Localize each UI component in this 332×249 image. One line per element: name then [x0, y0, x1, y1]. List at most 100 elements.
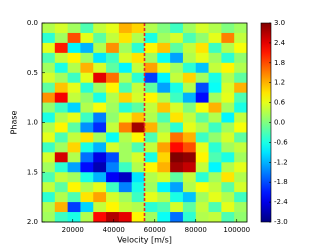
- heatmap-cell: [144, 102, 158, 113]
- heatmap-cell: [195, 152, 209, 163]
- heatmap-cell: [80, 142, 94, 153]
- heatmap-cell: [93, 202, 107, 213]
- heatmap-cell: [80, 102, 94, 113]
- heatmap-cell: [234, 192, 248, 203]
- heatmap-cell: [93, 42, 107, 54]
- heatmap-cell: [170, 102, 184, 113]
- heatmap-cell: [170, 72, 184, 84]
- heatmap-cell: [221, 182, 235, 193]
- heatmap-cell: [157, 152, 171, 163]
- heatmap-cell: [106, 72, 120, 84]
- heatmap-cell: [157, 172, 171, 183]
- heatmap-cell: [93, 142, 107, 153]
- heatmap-cell: [106, 32, 120, 44]
- heatmap-cell: [80, 192, 94, 203]
- heatmap-cell: [54, 82, 69, 94]
- heatmap-cell: [93, 172, 107, 183]
- heatmap-cell: [42, 102, 56, 113]
- heatmap-cell: [234, 42, 248, 54]
- heatmap-cell: [208, 62, 222, 74]
- heatmap-cell: [54, 42, 69, 54]
- heatmap-cell: [42, 112, 56, 123]
- colorbar-tick-label: 2.4: [274, 39, 286, 47]
- heatmap-cell: [144, 82, 158, 94]
- heatmap-cell: [118, 32, 133, 44]
- heatmap-cell: [80, 112, 94, 123]
- heatmap-cell: [195, 62, 209, 74]
- heatmap-cell: [144, 212, 158, 223]
- heatmap-cell: [118, 112, 133, 123]
- heatmap-cell: [106, 172, 120, 183]
- heatmap-cell: [118, 62, 133, 74]
- heatmap-cell: [195, 172, 209, 183]
- heatmap-cell: [234, 92, 248, 103]
- heatmap-cell: [195, 42, 209, 54]
- heatmap-cell: [131, 92, 145, 103]
- heatmap-cell: [67, 92, 81, 103]
- heatmap-cell: [208, 202, 222, 213]
- heatmap-cell: [67, 202, 81, 213]
- heatmap-cell: [42, 82, 56, 94]
- heatmap-cell: [42, 32, 56, 44]
- heatmap-cell: [67, 32, 81, 44]
- heatmap-cell: [144, 72, 158, 84]
- heatmap-cell: [93, 102, 107, 113]
- heatmap-cell: [221, 132, 235, 143]
- heatmap-cell: [106, 142, 120, 153]
- heatmap-cell: [144, 23, 158, 34]
- heatmap-cell: [157, 42, 171, 54]
- heatmap-cell: [131, 152, 145, 163]
- heatmap-cell: [195, 112, 209, 123]
- heatmap-cell: [131, 23, 145, 34]
- heatmap-cell: [131, 162, 145, 173]
- heatmap-cell: [234, 182, 248, 193]
- heatmap-cell: [67, 142, 81, 153]
- heatmap-cell: [80, 32, 94, 44]
- heatmap-cell: [157, 32, 171, 44]
- heatmap-cell: [54, 172, 69, 183]
- heatmap-cell: [131, 142, 145, 153]
- heatmap-cell: [157, 92, 171, 103]
- heatmap-cell: [42, 192, 56, 203]
- heatmap-cell: [93, 23, 107, 34]
- heatmap-cell: [93, 122, 107, 133]
- heatmap-cell: [170, 82, 184, 94]
- heatmap-cell: [67, 102, 81, 113]
- heatmap-cell: [221, 72, 235, 84]
- heatmap-cell: [54, 142, 69, 153]
- heatmap-cell: [93, 132, 107, 143]
- heatmap-cell: [182, 122, 197, 133]
- heatmap-cell: [234, 212, 248, 223]
- heatmap-cell: [221, 102, 235, 113]
- heatmap-cell: [182, 92, 197, 103]
- heatmap-cell: [144, 152, 158, 163]
- heatmap-cell: [182, 42, 197, 54]
- heatmap-cell: [131, 32, 145, 44]
- heatmap-cell: [221, 92, 235, 103]
- heatmap-cell: [144, 172, 158, 183]
- heatmap-cell: [195, 52, 209, 64]
- x-tick-label: 20000: [62, 226, 84, 234]
- heatmap-cell: [131, 62, 145, 74]
- heatmap-cell: [157, 23, 171, 34]
- heatmap-cell: [157, 112, 171, 123]
- heatmap-cell: [144, 92, 158, 103]
- heatmap-cell: [106, 182, 120, 193]
- heatmap-cell: [80, 182, 94, 193]
- heatmap-cell: [195, 102, 209, 113]
- colorbar-tick-label: 0.0: [274, 119, 285, 127]
- heatmap-cell: [182, 32, 197, 44]
- heatmap-cell: [93, 52, 107, 64]
- heatmap-cell: [80, 82, 94, 94]
- heatmap-cell: [234, 23, 248, 34]
- heatmap-cell: [131, 82, 145, 94]
- heatmap-cell: [106, 62, 120, 74]
- x-axis-label: Velocity [m/s]: [117, 236, 172, 245]
- heatmap-cell: [170, 23, 184, 34]
- heatmap-cell: [131, 192, 145, 203]
- colorbar-tick-label: 3.0: [274, 19, 285, 27]
- heatmap-cell: [144, 32, 158, 44]
- heatmap-cell: [93, 62, 107, 74]
- heatmap-cell: [106, 132, 120, 143]
- heatmap-cell: [67, 182, 81, 193]
